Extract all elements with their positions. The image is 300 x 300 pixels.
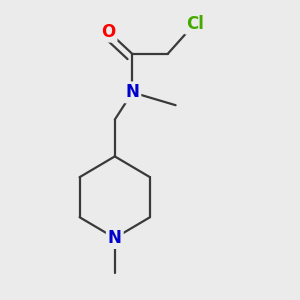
Text: O: O xyxy=(101,22,116,40)
Text: N: N xyxy=(125,83,139,101)
Text: N: N xyxy=(108,229,122,247)
Text: Cl: Cl xyxy=(186,15,204,33)
